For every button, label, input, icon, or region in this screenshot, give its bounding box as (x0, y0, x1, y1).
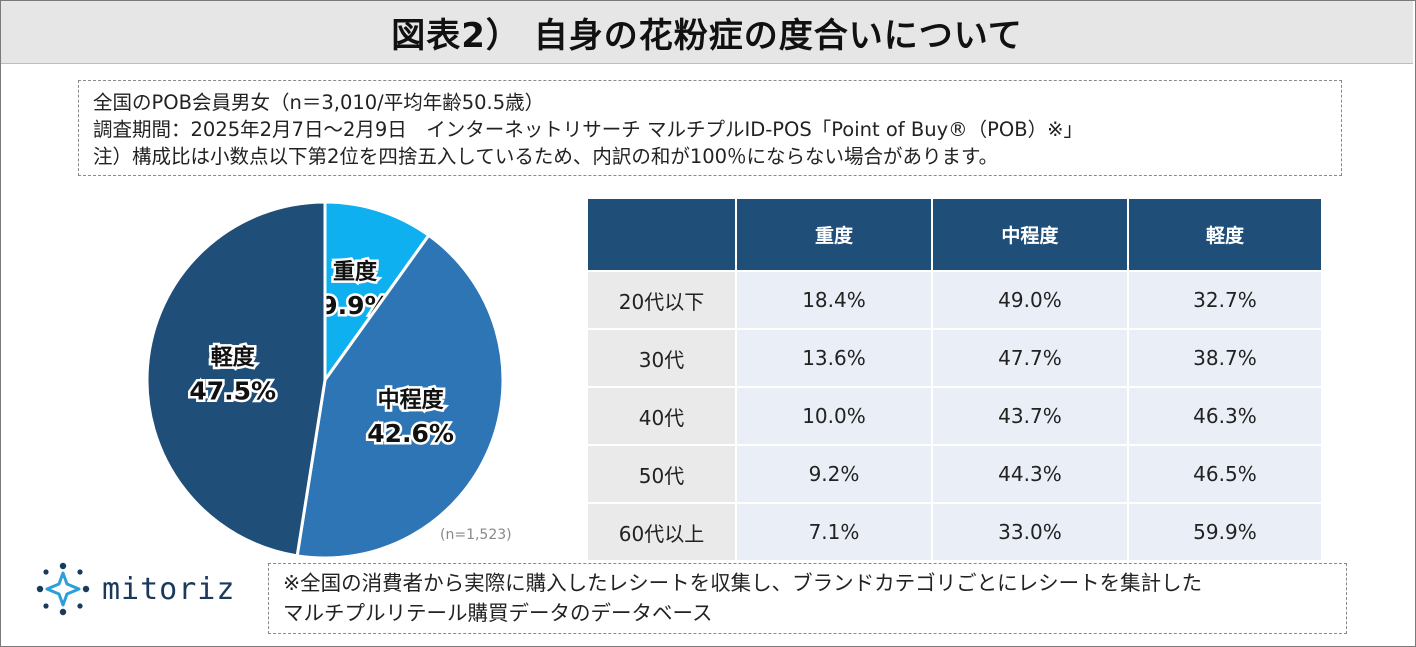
sparkle-star-icon (36, 562, 90, 616)
table-cell: 7.1% (736, 502, 933, 560)
table-cell: 13.6% (736, 328, 933, 387)
pie-slice-label: 重度 (333, 259, 378, 285)
table-cell: 43.7% (931, 386, 1129, 445)
table-row: 40代 10.0% 43.7% 46.3% (588, 386, 1321, 445)
survey-note-line: 調査期間：2025年2月7日〜2月9日 インターネットリサーチ マルチプルID-… (93, 118, 1083, 141)
table-row: 30代 13.6% 47.7% 38.7% (588, 328, 1321, 387)
row-label: 50代 (588, 444, 737, 503)
table-header-row: 重度 中程度 軽度 (588, 199, 1321, 271)
table-cell: 18.4% (736, 270, 933, 329)
footnote-box: ※全国の消費者から実際に購入したレシートを収集し、ブランドカテゴリごとにレシート… (268, 563, 1347, 634)
table-row: 60代以上 7.1% 33.0% 59.9% (588, 502, 1321, 560)
footnote-line: ※全国の消費者から実際に購入したレシートを収集し、ブランドカテゴリごとにレシート… (283, 571, 1203, 595)
table-cell: 9.2% (736, 444, 933, 503)
table-header-cell: 中程度 (931, 199, 1129, 271)
table-cell: 38.7% (1127, 328, 1321, 387)
footnote-line: マルチプルリテール購買データのデータベース (283, 601, 713, 625)
table-cell: 10.0% (736, 386, 933, 445)
row-label: 30代 (588, 328, 737, 387)
table-header-cell (588, 199, 737, 271)
age-breakdown-table: 重度 中程度 軽度 20代以下 18.4% 49.0% 32.7% 30代 13… (588, 199, 1321, 560)
pie-sample-size: (n=1,523) (440, 527, 512, 543)
row-label: 20代以下 (588, 270, 737, 329)
pie-slice (323, 200, 431, 385)
pie-slice (295, 233, 505, 560)
table-cell: 49.0% (931, 270, 1129, 329)
table-cell: 46.3% (1127, 386, 1321, 445)
survey-notes: 全国のPOB会員男女（n＝3,010/平均年齢50.5歳） 調査期間：2025年… (78, 80, 1342, 176)
logo-wordmark: mitoriz (102, 571, 236, 607)
table-cell: 46.5% (1127, 444, 1321, 503)
table-cell: 44.3% (931, 444, 1129, 503)
table-header-cell: 軽度 (1127, 199, 1321, 271)
pie-slice (145, 200, 327, 558)
pie-slice-label: 軽度 (211, 345, 256, 371)
table-cell: 32.7% (1127, 270, 1321, 329)
pie-slice-label: 中程度 (378, 387, 445, 413)
pie-slice-value: 42.6% (367, 419, 454, 448)
figure-title: 図表2） 自身の花粉症の度合いについて (1, 1, 1413, 64)
table-cell: 59.9% (1127, 502, 1321, 560)
pie-slice-value: 47.5% (189, 377, 276, 406)
table-header-cell: 重度 (736, 199, 933, 271)
survey-note-line: 全国のPOB会員男女（n＝3,010/平均年齢50.5歳） (93, 91, 545, 114)
mitoriz-logo: mitoriz (34, 560, 235, 618)
row-label: 60代以上 (588, 502, 737, 560)
survey-note-line: 注）構成比は小数点以下第2位を四捨五入しているため、内訳の和が100％にならない… (93, 145, 999, 168)
row-label: 40代 (588, 386, 737, 445)
table-row: 20代以下 18.4% 49.0% 32.7% (588, 270, 1321, 329)
table-cell: 33.0% (931, 502, 1129, 560)
table-row: 50代 9.2% 44.3% 46.5% (588, 444, 1321, 503)
table-cell: 47.7% (931, 328, 1129, 387)
